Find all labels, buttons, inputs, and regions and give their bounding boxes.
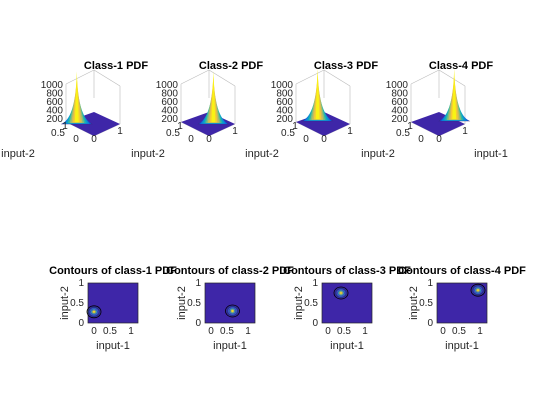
y-tick-label: 0 bbox=[195, 318, 201, 329]
y-tick-label: 1 bbox=[232, 126, 238, 137]
z-tick-label: 200 bbox=[276, 114, 293, 125]
x-axis-label: input-1 bbox=[445, 340, 479, 352]
x-tick-label: 1 bbox=[128, 326, 134, 337]
axis-label: input-2 bbox=[131, 148, 165, 160]
z-tick-label: 200 bbox=[46, 114, 63, 125]
x-tick-label: 0.5 bbox=[337, 326, 351, 337]
contour-title: Contours of class-4 PDF bbox=[398, 265, 526, 277]
contour-peak bbox=[232, 310, 234, 312]
contour-title: Contours of class-1 PDF bbox=[49, 265, 177, 277]
x-axis-label: input-1 bbox=[96, 340, 130, 352]
y-tick-label: 1 bbox=[117, 126, 123, 137]
x-tick-label: 0 bbox=[418, 134, 424, 145]
contour-peak bbox=[477, 289, 479, 291]
x-tick-label: 1 bbox=[477, 326, 483, 337]
x-tick-label: 0.5 bbox=[103, 326, 117, 337]
y-axis-label: input-2 bbox=[176, 286, 188, 320]
y-tick-label: 0 bbox=[312, 318, 318, 329]
y-tick-label: 1 bbox=[78, 278, 84, 289]
x-tick-label: 1 bbox=[62, 121, 68, 132]
y-tick-label: 0 bbox=[436, 134, 442, 145]
x-tick-label: 0 bbox=[440, 326, 446, 337]
y-tick-label: 0.5 bbox=[419, 298, 433, 309]
y-axis-label: input-2 bbox=[59, 286, 71, 320]
contour-title: Contours of class-2 PDF bbox=[166, 265, 294, 277]
axis-label: input-2 bbox=[361, 148, 395, 160]
x-tick-label: 0 bbox=[188, 134, 194, 145]
contour-plot-area bbox=[437, 283, 487, 323]
y-tick-label: 0.5 bbox=[70, 298, 84, 309]
x-tick-label: 1 bbox=[292, 121, 298, 132]
x-axis-label: input-1 bbox=[213, 340, 247, 352]
x-tick-label: 0.5 bbox=[452, 326, 466, 337]
y-tick-label: 1 bbox=[195, 278, 201, 289]
y-axis-label: input-2 bbox=[408, 286, 420, 320]
y-tick-label: 0 bbox=[206, 134, 212, 145]
contour-plot-area bbox=[88, 283, 138, 323]
x-tick-label: 0 bbox=[303, 134, 309, 145]
x-tick-label: 0 bbox=[208, 326, 214, 337]
y-tick-label: 1 bbox=[462, 126, 468, 137]
x-tick-label: 0 bbox=[73, 134, 79, 145]
axis-label: input-2 bbox=[1, 148, 35, 160]
contour-peak bbox=[93, 311, 95, 313]
grid-line bbox=[94, 70, 120, 86]
axis-label: input-1 bbox=[474, 148, 508, 160]
y-tick-label: 1 bbox=[427, 278, 433, 289]
contour-peak bbox=[340, 292, 342, 294]
axis-label: input-2 bbox=[245, 148, 279, 160]
grid-line bbox=[66, 70, 94, 84]
x-tick-label: 0 bbox=[325, 326, 331, 337]
x-axis-label: input-1 bbox=[330, 340, 364, 352]
y-tick-label: 0 bbox=[427, 318, 433, 329]
y-tick-label: 0 bbox=[91, 134, 97, 145]
y-tick-label: 0.5 bbox=[187, 298, 201, 309]
y-tick-label: 0.5 bbox=[304, 298, 318, 309]
x-tick-label: 1 bbox=[177, 121, 183, 132]
grid-line bbox=[181, 70, 209, 84]
x-tick-label: 1 bbox=[245, 326, 251, 337]
y-axis-label: input-2 bbox=[293, 286, 305, 320]
contour-title: Contours of class-3 PDF bbox=[283, 265, 411, 277]
z-tick-label: 200 bbox=[161, 114, 178, 125]
grid-line bbox=[296, 70, 324, 84]
grid-line bbox=[411, 70, 439, 84]
x-tick-label: 0.5 bbox=[220, 326, 234, 337]
y-tick-label: 1 bbox=[312, 278, 318, 289]
grid-line bbox=[439, 70, 465, 86]
z-tick-label: 200 bbox=[391, 114, 408, 125]
y-tick-label: 0 bbox=[321, 134, 327, 145]
y-tick-label: 0 bbox=[78, 318, 84, 329]
x-tick-label: 1 bbox=[362, 326, 368, 337]
grid-line bbox=[324, 70, 350, 86]
x-tick-label: 1 bbox=[407, 121, 413, 132]
contour-plot-area bbox=[322, 283, 372, 323]
y-tick-label: 1 bbox=[347, 126, 353, 137]
x-tick-label: 0 bbox=[91, 326, 97, 337]
